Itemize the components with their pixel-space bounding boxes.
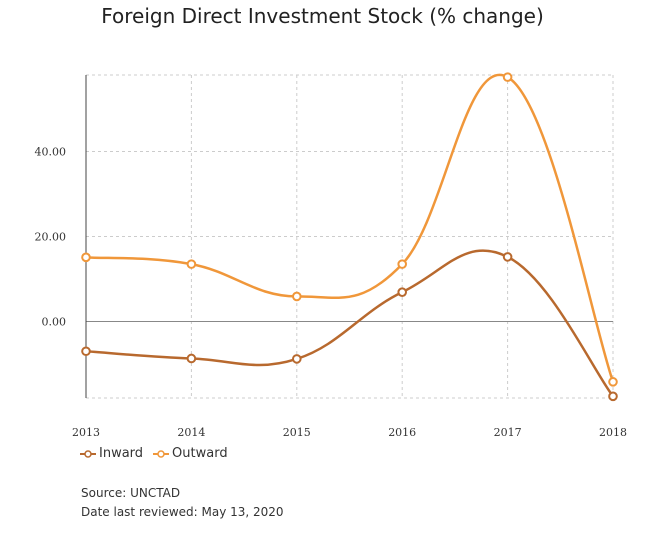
x-tick-label-2013: 2013 <box>72 426 100 439</box>
legend-item-inward[interactable]: Inward <box>80 446 143 461</box>
legend-label-outward: Outward <box>172 446 228 461</box>
inward-legend-marker-icon <box>80 449 96 458</box>
legend-item-outward[interactable]: Outward <box>153 446 228 461</box>
data-point-outward-2013 <box>81 252 91 263</box>
outward-legend-marker-icon <box>153 449 170 458</box>
data-point-outward-2015 <box>292 291 302 302</box>
x-tick-label-2018: 2018 <box>599 426 627 439</box>
x-tick-label-2015: 2015 <box>283 426 311 439</box>
y-tick-label: 0.00 <box>42 316 67 329</box>
series-line-inward <box>85 249 614 398</box>
y-tick-label: 20.00 <box>35 231 67 244</box>
data-point-inward-2015 <box>292 354 302 364</box>
data-point-outward-2018 <box>608 377 618 387</box>
data-point-outward-2017 <box>502 72 513 82</box>
source-note: Source: UNCTAD <box>81 486 181 500</box>
x-tick-label-2016: 2016 <box>388 426 416 439</box>
legend-label-inward: Inward <box>99 446 144 461</box>
data-point-outward-2014 <box>186 259 197 269</box>
date-reviewed-note: Date last reviewed: May 13, 2020 <box>81 505 284 519</box>
chart-title: Foreign Direct Investment Stock (% chang… <box>101 4 544 28</box>
data-point-outward-2016 <box>397 259 408 269</box>
x-tick-label-2017: 2017 <box>494 426 522 439</box>
data-point-inward-2016 <box>397 287 408 297</box>
chart-legend: Inward Outward <box>80 446 228 461</box>
data-point-inward-2018 <box>608 391 618 402</box>
y-tick-label: 40.00 <box>35 146 67 159</box>
data-point-inward-2014 <box>186 353 197 364</box>
data-point-inward-2017 <box>502 252 513 262</box>
data-point-inward-2013 <box>81 346 91 357</box>
series-line-outward <box>85 73 615 383</box>
x-tick-label-2014: 2014 <box>177 426 205 439</box>
